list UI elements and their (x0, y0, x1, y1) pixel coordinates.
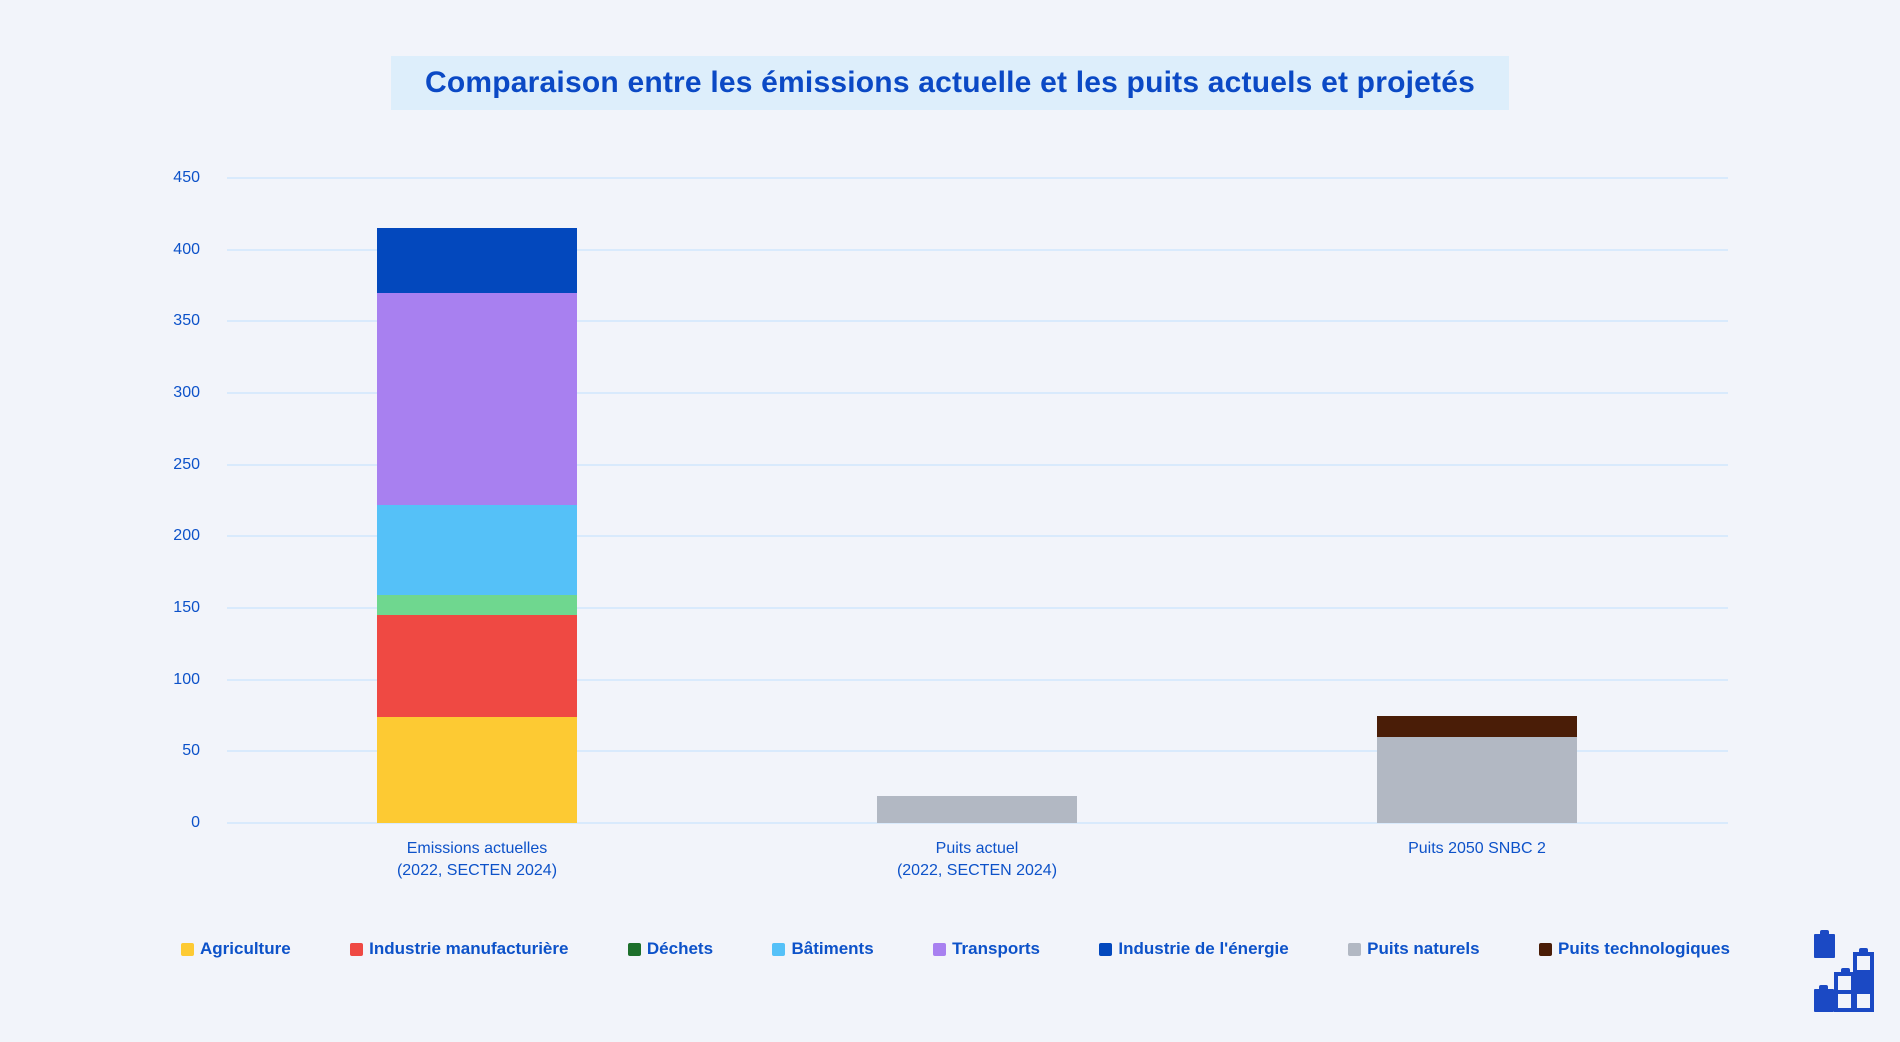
legend-label: Puits naturels (1367, 939, 1480, 958)
legend-swatch (627, 942, 641, 956)
y-axis-tick-300: 300 (173, 384, 200, 401)
bar-segment-d-chets[interactable] (377, 595, 577, 616)
legend-swatch (1539, 942, 1552, 956)
legend-label: Industrie manufacturière (369, 939, 569, 958)
legend-swatch (181, 942, 194, 956)
y-axis-tick-50: 50 (182, 742, 200, 760)
x-axis-label-line: Puits actuel (935, 840, 1019, 857)
legend-item-puits-naturels[interactable]: Puits naturels (1348, 939, 1480, 959)
gridline-300 (227, 392, 1728, 394)
y-axis-tick-100: 100 (173, 670, 200, 688)
gridline-450 (227, 177, 1728, 179)
bar-segment-puits-naturels[interactable] (1377, 737, 1577, 823)
legend-label: Déchets (646, 939, 714, 958)
bar-segment-industrie-de-l-nergie[interactable] (377, 228, 577, 293)
x-axis-label-line: Emissions actuelles (406, 840, 548, 857)
x-axis-label-line: (2022, SECTEN 2024) (896, 862, 1058, 879)
gridline-200 (227, 535, 1728, 538)
legend-item-puits-technologiques[interactable]: Puits technologiques (1539, 939, 1730, 959)
y-axis-tick-200: 200 (173, 527, 200, 545)
title-row: Comparaison entre les émissions actuelle… (0, 56, 1900, 110)
battery-stack-logo-svg (1814, 930, 1874, 1012)
legend-label: Transports (952, 939, 1040, 958)
y-axis-tick-400: 400 (173, 240, 200, 258)
x-axis-label-1: Emissions actuelles (2022, SECTEN 2024) (257, 838, 697, 882)
y-axis-tick-150: 150 (173, 599, 200, 616)
legend-swatch (1099, 942, 1113, 956)
gridline-150 (227, 607, 1728, 609)
bar-segment-agriculture[interactable] (377, 716, 577, 823)
legend-swatch (1348, 942, 1362, 956)
gridline-250 (227, 463, 1728, 466)
x-axis-label-line: Puits 2050 SNBC 2 (1408, 840, 1546, 857)
chart-legend: Agriculture Industrie manufacturière Déche… (181, 939, 1730, 959)
legend-item-transports[interactable]: Transports (933, 939, 1040, 959)
battery-stack-logo (1803, 923, 1883, 1020)
x-axis-label-line: (2022, SECTEN 2024) (396, 862, 558, 879)
gridline-50 (227, 750, 1728, 753)
x-axis-label-2: Puits actuel (2022, SECTEN 2024) (757, 838, 1197, 882)
legend-item-d-chets[interactable]: Déchets (627, 939, 714, 959)
gridline-100 (227, 678, 1728, 681)
legend-label: Industrie de l'énergie (1118, 939, 1289, 958)
x-axis-label-3: Puits 2050 SNBC 2 (1257, 838, 1697, 860)
bar-segment-transports[interactable] (377, 292, 577, 505)
legend-label: Bâtiments (791, 939, 874, 958)
bar-segment-b-timents[interactable] (377, 504, 577, 596)
y-axis-tick-450: 450 (173, 169, 200, 186)
gridline-400 (227, 248, 1728, 251)
legend-swatch (772, 942, 786, 956)
y-axis-tick-0: 0 (191, 814, 200, 831)
legend-item-agriculture[interactable]: Agriculture (181, 939, 291, 959)
gridline-0 (227, 822, 1728, 824)
y-axis-tick-250: 250 (173, 455, 200, 473)
y-axis-tick-350: 350 (173, 312, 200, 330)
legend-swatch (933, 942, 947, 956)
legend-item-b-timents[interactable]: Bâtiments (772, 939, 874, 959)
bar-segment-puits-technologiques[interactable] (1377, 715, 1577, 737)
bar-segment-puits-naturels[interactable] (877, 795, 1077, 823)
gridline-350 (227, 320, 1728, 323)
legend-label: Puits technologiques (1558, 939, 1730, 958)
legend-item-industrie-manufacturi-re[interactable]: Industrie manufacturière (350, 939, 568, 959)
legend-label: Agriculture (200, 939, 291, 958)
legend-item-industrie-de-l-nergie[interactable]: Industrie de l'énergie (1099, 939, 1289, 959)
chart-title: Comparaison entre les émissions actuelle… (391, 56, 1509, 110)
bar-segment-industrie-manufacturi-re[interactable] (377, 615, 577, 717)
legend-swatch (350, 942, 364, 956)
